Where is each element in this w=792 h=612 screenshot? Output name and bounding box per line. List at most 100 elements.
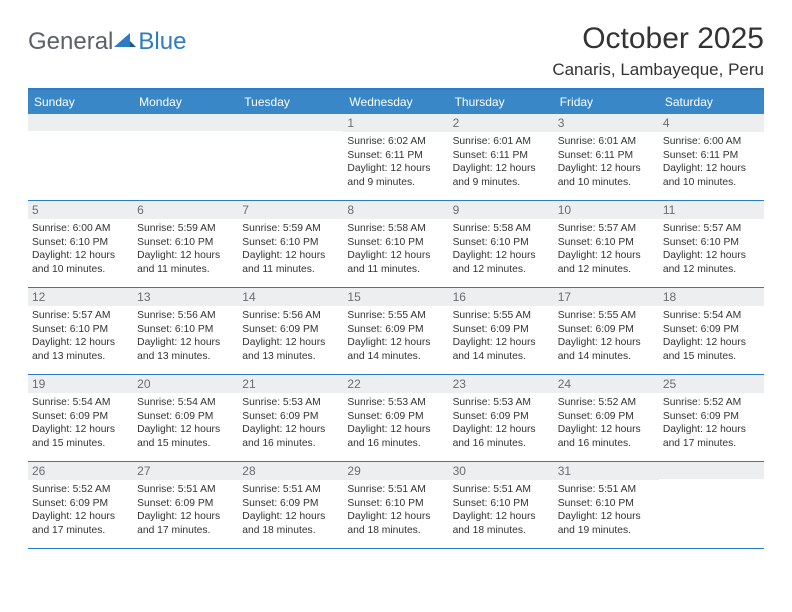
sunrise-text: Sunrise: 5:53 AM xyxy=(453,396,550,410)
sunrise-text: Sunrise: 5:56 AM xyxy=(137,309,234,323)
daylight-text: Daylight: 12 hours and 14 minutes. xyxy=(453,336,550,363)
sunrise-text: Sunrise: 5:51 AM xyxy=(558,483,655,497)
sunset-text: Sunset: 6:10 PM xyxy=(347,497,444,511)
day-cell: 6Sunrise: 5:59 AMSunset: 6:10 PMDaylight… xyxy=(133,201,238,287)
day-number: 7 xyxy=(238,201,343,219)
day-number: 29 xyxy=(343,462,448,480)
daylight-text: Daylight: 12 hours and 17 minutes. xyxy=(32,510,129,537)
day-cell xyxy=(659,462,764,548)
sunset-text: Sunset: 6:10 PM xyxy=(558,497,655,511)
day-cell: 26Sunrise: 5:52 AMSunset: 6:09 PMDayligh… xyxy=(28,462,133,548)
daylight-text: Daylight: 12 hours and 19 minutes. xyxy=(558,510,655,537)
sunset-text: Sunset: 6:09 PM xyxy=(32,410,129,424)
day-cell: 10Sunrise: 5:57 AMSunset: 6:10 PMDayligh… xyxy=(554,201,659,287)
sunset-text: Sunset: 6:10 PM xyxy=(347,236,444,250)
day-cell: 13Sunrise: 5:56 AMSunset: 6:10 PMDayligh… xyxy=(133,288,238,374)
month-title: October 2025 xyxy=(552,22,764,56)
sunrise-text: Sunrise: 6:01 AM xyxy=(453,135,550,149)
day-number: 8 xyxy=(343,201,448,219)
day-cell: 17Sunrise: 5:55 AMSunset: 6:09 PMDayligh… xyxy=(554,288,659,374)
day-cell: 24Sunrise: 5:52 AMSunset: 6:09 PMDayligh… xyxy=(554,375,659,461)
sunset-text: Sunset: 6:09 PM xyxy=(558,410,655,424)
sunrise-text: Sunrise: 5:55 AM xyxy=(558,309,655,323)
sunrise-text: Sunrise: 5:57 AM xyxy=(32,309,129,323)
daylight-text: Daylight: 12 hours and 18 minutes. xyxy=(242,510,339,537)
day-number: 1 xyxy=(343,114,448,132)
day-cell: 29 Sunrise: 5:51 AMSunset: 6:10 PMDayligh… xyxy=(343,462,448,548)
day-number: 30 xyxy=(449,462,554,480)
day-cell: 18Sunrise: 5:54 AMSunset: 6:09 PMDayligh… xyxy=(659,288,764,374)
day-number: 25 xyxy=(659,375,764,393)
day-cell: 5Sunrise: 6:00 AMSunset: 6:10 PMDaylight… xyxy=(28,201,133,287)
day-number xyxy=(238,114,343,131)
day-number: 26 xyxy=(28,462,133,480)
weekday-header: Saturday xyxy=(659,90,764,114)
sunset-text: Sunset: 6:09 PM xyxy=(453,410,550,424)
daylight-text: Daylight: 12 hours and 18 minutes. xyxy=(347,510,444,537)
day-number: 16 xyxy=(449,288,554,306)
day-cell: 7Sunrise: 5:59 AMSunset: 6:10 PMDaylight… xyxy=(238,201,343,287)
daylight-text: Daylight: 12 hours and 15 minutes. xyxy=(663,336,760,363)
sunrise-text: Sunrise: 5:54 AM xyxy=(32,396,129,410)
sunset-text: Sunset: 6:09 PM xyxy=(242,410,339,424)
logo: General Blue xyxy=(28,22,186,56)
sunset-text: Sunset: 6:11 PM xyxy=(453,149,550,163)
sunset-text: Sunset: 6:10 PM xyxy=(453,236,550,250)
day-number: 19 xyxy=(28,375,133,393)
sunset-text: Sunset: 6:10 PM xyxy=(558,236,655,250)
sunrise-text: Sunrise: 5:59 AM xyxy=(242,222,339,236)
week-row: 12 Sunrise: 5:57 AMSunset: 6:10 PM Dayligh… xyxy=(28,288,764,375)
day-cell: 2Sunrise: 6:01 AMSunset: 6:11 PMDaylight… xyxy=(449,114,554,200)
daylight-text: Daylight: 12 hours and 18 minutes. xyxy=(453,510,550,537)
sunrise-text: Sunrise: 5:55 AM xyxy=(453,309,550,323)
day-number: 28 xyxy=(238,462,343,480)
day-number: 2 xyxy=(449,114,554,132)
day-number xyxy=(659,462,764,479)
daylight-text: Daylight: 12 hours and 16 minutes. xyxy=(242,423,339,450)
daylight-text: Daylight: 12 hours and 10 minutes. xyxy=(663,162,760,189)
daylight-text: Daylight: 12 hours and 10 minutes. xyxy=(558,162,655,189)
day-number: 9 xyxy=(449,201,554,219)
daylight-text: Daylight: 12 hours and 16 minutes. xyxy=(558,423,655,450)
day-cell: 27Sunrise: 5:51 AMSunset: 6:09 PMDayligh… xyxy=(133,462,238,548)
day-cell xyxy=(238,114,343,200)
daylight-text: Daylight: 12 hours and 13 minutes. xyxy=(137,336,234,363)
sunset-text: Sunset: 6:11 PM xyxy=(558,149,655,163)
logo-triangle-icon xyxy=(114,28,136,56)
sunset-text: Sunset: 6:10 PM xyxy=(453,497,550,511)
daylight-text: Daylight: 12 hours and 13 minutes. xyxy=(242,336,339,363)
day-cell: 12Sunrise: 5:57 AMSunset: 6:10 PMDayligh… xyxy=(28,288,133,374)
day-number: 10 xyxy=(554,201,659,219)
header: General Blue October 2025 Canaris, Lamba… xyxy=(28,22,764,80)
day-cell xyxy=(28,114,133,200)
sunset-text: Sunset: 6:10 PM xyxy=(32,323,129,337)
day-number: 12 xyxy=(28,288,133,306)
sunset-text: Sunset: 6:10 PM xyxy=(663,236,760,250)
sunset-text: Sunset: 6:09 PM xyxy=(663,323,760,337)
sunrise-text: Sunrise: 5:52 AM xyxy=(32,483,129,497)
sunset-text: Sunset: 6:09 PM xyxy=(137,410,234,424)
day-number: 21 xyxy=(238,375,343,393)
daylight-text: Daylight: 12 hours and 12 minutes. xyxy=(453,249,550,276)
day-cell: 20Sunrise: 5:54 AMSunset: 6:09 PMDayligh… xyxy=(133,375,238,461)
sunset-text: Sunset: 6:09 PM xyxy=(137,497,234,511)
sunrise-text: Sunrise: 5:57 AM xyxy=(663,222,760,236)
sunrise-text: Sunrise: 5:51 AM xyxy=(347,483,444,497)
day-number: 27 xyxy=(133,462,238,480)
day-number xyxy=(133,114,238,131)
week-row: 1Sunrise: 6:02 AMSunset: 6:11 PMDaylight… xyxy=(28,114,764,201)
day-number: 20 xyxy=(133,375,238,393)
sunrise-text: Sunrise: 5:51 AM xyxy=(137,483,234,497)
day-number: 11 xyxy=(659,201,764,219)
calendar: Sunday Monday Tuesday Wednesday Thursday… xyxy=(28,88,764,549)
day-cell: 28Sunrise: 5:51 AMSunset: 6:09 PMDayligh… xyxy=(238,462,343,548)
title-block: October 2025 Canaris, Lambayeque, Peru xyxy=(552,22,764,80)
week-row: 19Sunrise: 5:54 AMSunset: 6:09 PMDayligh… xyxy=(28,375,764,462)
weekday-header: Thursday xyxy=(449,90,554,114)
sunset-text: Sunset: 6:10 PM xyxy=(137,236,234,250)
daylight-text: Daylight: 12 hours and 16 minutes. xyxy=(347,423,444,450)
day-cell: 31Sunrise: 5:51 AMSunset: 6:10 PMDayligh… xyxy=(554,462,659,548)
sunrise-text: Sunrise: 5:54 AM xyxy=(663,309,760,323)
daylight-text: Daylight: 12 hours and 9 minutes. xyxy=(347,162,444,189)
daylight-text: Daylight: 12 hours and 10 minutes. xyxy=(32,249,129,276)
